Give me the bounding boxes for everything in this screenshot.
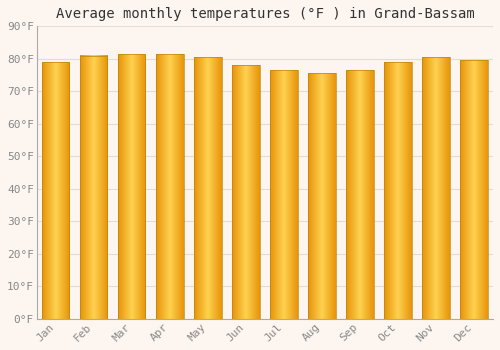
Bar — [80, 56, 108, 319]
Bar — [194, 57, 222, 319]
Title: Average monthly temperatures (°F ) in Grand-Bassam: Average monthly temperatures (°F ) in Gr… — [56, 7, 474, 21]
Bar — [118, 54, 146, 319]
Bar — [422, 57, 450, 319]
Bar — [232, 65, 260, 319]
Bar — [42, 62, 70, 319]
Bar — [460, 61, 487, 319]
Bar — [270, 70, 297, 319]
Bar — [384, 62, 411, 319]
Bar — [308, 74, 336, 319]
Bar — [156, 54, 184, 319]
Bar — [346, 70, 374, 319]
